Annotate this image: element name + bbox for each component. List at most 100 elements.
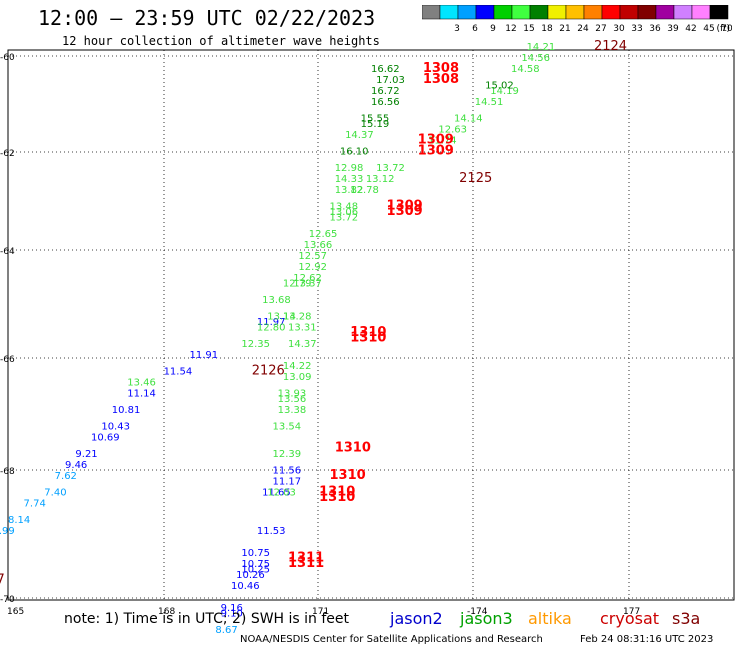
data-point-label: 14.37 — [345, 130, 374, 141]
colorbar-tick-label: 6 — [472, 24, 478, 34]
y-tick-label: -62 — [0, 149, 15, 159]
chart-subtitle: 12 hour collection of altimeter wave hei… — [62, 34, 380, 48]
data-point-label: 10.69 — [91, 433, 120, 444]
data-point-label: 14.58 — [511, 64, 540, 75]
x-tick-label: 171 — [312, 607, 329, 617]
data-point-label: 16.62 — [371, 64, 400, 75]
x-tick-label: 165 — [7, 607, 24, 617]
data-point-label: 12.92 — [298, 262, 327, 273]
data-point-label: 13.09 — [283, 372, 312, 383]
data-point-label: 13.68 — [262, 295, 291, 306]
data-point-label: 11.14 — [127, 389, 156, 400]
data-marks: 11.9711.9111.5411.1410.8110.4310.699.219… — [0, 39, 627, 636]
data-point-label: 1310 — [319, 485, 355, 500]
data-point-label: 14.21 — [527, 42, 556, 53]
data-point-label: 11.97 — [257, 317, 286, 328]
data-point-label: 13.72 — [330, 213, 359, 224]
colorbar-tick-label: 36 — [649, 24, 661, 34]
data-point-label: 1309 — [387, 204, 423, 219]
data-point-label: 16.56 — [371, 97, 400, 108]
data-point-label: 13.38 — [278, 405, 307, 416]
x-tick-label: -174 — [467, 607, 488, 617]
y-tick-label: -60 — [0, 53, 15, 63]
data-point-label: 1309 — [418, 144, 454, 159]
chart-title: 12:00 — 23:59 UTC 02/22/2023 — [38, 6, 376, 30]
data-point-label: 13.66 — [304, 240, 333, 251]
data-point-label: 14.22 — [283, 361, 312, 372]
data-point-label: 1308 — [423, 72, 459, 87]
data-point-label: 11.91 — [190, 350, 219, 361]
colorbar-tick-label: 33 — [631, 24, 642, 34]
data-point-label: 11.54 — [164, 367, 193, 378]
data-point-label: 13.14 — [267, 312, 296, 323]
data-point-label: 1310 — [330, 468, 366, 483]
data-point-label: 9.21 — [75, 449, 97, 460]
colorbar-tick-label: 12 — [505, 24, 516, 34]
data-point-label: 8.14 — [8, 515, 30, 526]
data-point-label: 12.03 — [267, 488, 296, 499]
data-point-label: 16.10 — [340, 147, 369, 158]
data-point-label: 13.46 — [127, 378, 156, 389]
data-point-label: 13.56 — [278, 394, 307, 405]
data-point-label: 10.75 — [241, 548, 270, 559]
data-point-label: 12.78 — [350, 185, 379, 196]
data-point-label: 15.19 — [361, 119, 390, 130]
data-point-label: 1310 — [335, 441, 371, 456]
colorbar-tick-label: 9 — [490, 24, 496, 34]
data-point-label: 1310 — [319, 490, 355, 505]
footer-note: note: 1) Time is in UTC; 2) SWH is in fe… — [64, 611, 350, 627]
data-point-label: 17.03 — [376, 75, 405, 86]
colorbar-tick-label: 15 — [523, 24, 534, 34]
colorbar-tick-label: 45 — [703, 24, 714, 34]
data-point-label: 1309 — [387, 199, 423, 214]
plot-frame — [7, 49, 735, 601]
satellite-legend-altika: altika — [528, 609, 572, 628]
colorbar-tick-label: 30 — [613, 24, 625, 34]
data-point-label: 13.31 — [288, 323, 317, 334]
colorbar-tick-label: 3 — [454, 24, 460, 34]
data-point-label: 12.65 — [309, 229, 338, 240]
data-point-label: 7.62 — [55, 471, 77, 482]
data-point-label: 12.79 — [283, 279, 312, 290]
colorbar-tick-label: 70 — [721, 24, 732, 34]
data-point-label: 12.98 — [335, 163, 364, 174]
data-point-label: 13.54 — [272, 422, 301, 433]
data-point-label: 14.51 — [475, 97, 504, 108]
data-point-label: 7.40 — [44, 488, 66, 499]
colorbar-tick-label: 24 — [577, 24, 589, 34]
credit-text: NOAA/NESDIS Center for Satellite Applica… — [240, 634, 543, 645]
data-point-label: 1309 — [418, 133, 454, 148]
data-point-label: 9.10 — [221, 609, 243, 620]
data-point-label: 10.46 — [231, 581, 260, 592]
data-point-label: 1308 — [423, 61, 459, 76]
data-point-label: 12.62 — [293, 273, 322, 284]
data-point-label: 12.80 — [257, 323, 286, 334]
colorbar-legend: 3 6 9 12 15 18 21 24 27 30 33 36 39 42 45 70(ft) — [422, 5, 732, 34]
data-point-label: 10.25 — [241, 565, 270, 576]
data-point-label: 2125 — [459, 171, 492, 186]
data-point-label: 13.93 — [278, 389, 307, 400]
data-point-label: 1310 — [350, 325, 386, 340]
data-point-label: 1310 — [350, 331, 386, 346]
data-point-label: 14.56 — [521, 53, 550, 64]
data-point-label: 14.14 — [454, 114, 483, 125]
y-tick-label: -64 — [0, 247, 15, 257]
satellite-legend-jason2: jason2 — [390, 609, 443, 628]
data-point-label: 2126 — [252, 364, 285, 379]
data-point-label: 2124 — [594, 39, 627, 54]
satellite-legend-s3a: s3a — [672, 609, 701, 628]
data-point-label: 6.99 — [0, 526, 15, 537]
data-point-label: 2127 — [0, 573, 5, 588]
data-point-label: 13.37 — [293, 279, 322, 290]
data-point-label: 12.35 — [241, 339, 270, 350]
data-point-label: 12.39 — [272, 449, 301, 460]
x-tick-label: 168 — [158, 607, 175, 617]
data-point-label: 13.28 — [283, 312, 312, 323]
data-point-label: 13.12 — [366, 174, 395, 185]
colorbar-unit: (ft) — [716, 24, 730, 34]
y-tick-label: -66 — [0, 355, 15, 365]
colorbar-tick-label: 27 — [595, 24, 606, 34]
data-point-label: 15.55 — [361, 114, 390, 125]
y-tick-label: -68 — [0, 467, 15, 477]
